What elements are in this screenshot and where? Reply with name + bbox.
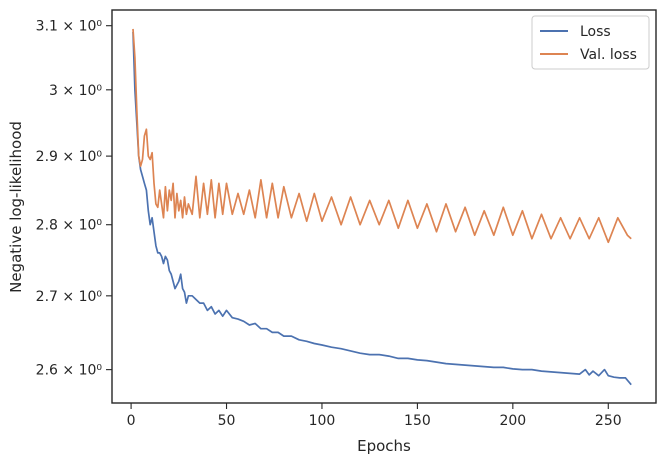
y-axis-label: Negative log-likelihood (7, 121, 25, 293)
x-axis: 0 50 100 150 200 250 (127, 403, 622, 429)
legend-label-val-loss: Val. loss (580, 47, 637, 63)
x-tick-label-0: 0 (127, 413, 136, 429)
x-tick-label-200: 200 (499, 413, 526, 429)
series-layer (132, 28, 632, 386)
y-tick-label-2.9: 2.9 × 10⁰ (36, 149, 103, 165)
plot-frame (111, 9, 657, 404)
legend-label-loss: Loss (580, 24, 611, 40)
y-tick-label-3.1: 3.1 × 10⁰ (36, 19, 103, 35)
x-tick-label-250: 250 (595, 413, 622, 429)
x-tick-label-150: 150 (404, 413, 431, 429)
y-tick-label-2.6: 2.6 × 10⁰ (36, 363, 103, 379)
y-axis: 2.6 × 10⁰ 2.7 × 10⁰ 2.8 × 10⁰ 2.9 × 10⁰ 3 × … (36, 19, 112, 379)
series-line-0 (132, 31, 632, 386)
y-tick-label-3: 3 × 10⁰ (49, 83, 102, 99)
x-tick-label-50: 50 (218, 413, 236, 429)
y-tick-label-2.8: 2.8 × 10⁰ (36, 218, 103, 234)
series-line-1 (132, 28, 632, 244)
x-tick-label-100: 100 (309, 413, 336, 429)
legend: Loss Val. loss (531, 15, 650, 70)
y-tick-label-2.7: 2.7 × 10⁰ (36, 289, 103, 305)
legend-box (531, 15, 650, 70)
x-axis-label: Epochs (357, 437, 411, 455)
